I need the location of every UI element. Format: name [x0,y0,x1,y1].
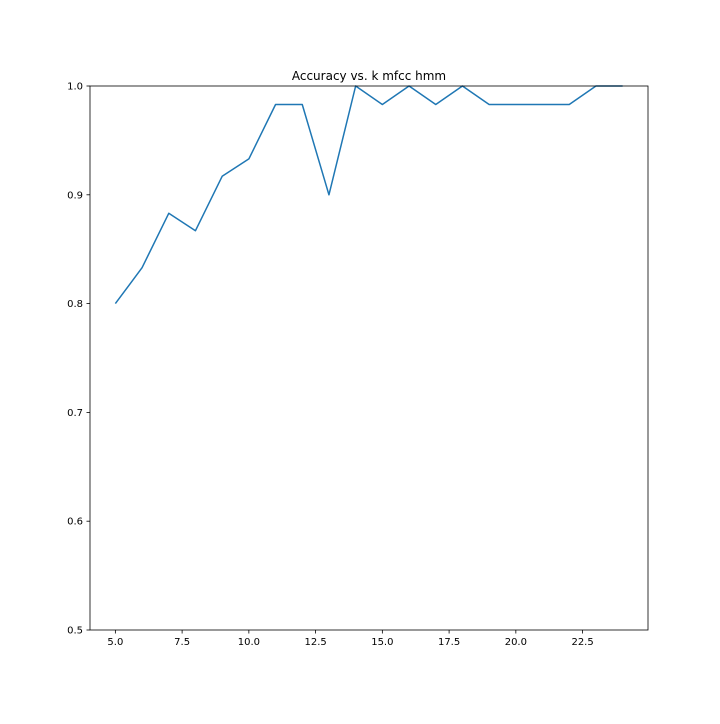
x-tick-label: 5.0 [107,637,123,648]
x-tick-label: 22.5 [571,637,593,648]
chart-title: Accuracy vs. k mfcc hmm [292,69,446,83]
y-tick-label: 0.7 [67,408,83,419]
x-tick-label: 20.0 [505,637,527,648]
x-tick-label: 15.0 [371,637,393,648]
x-tick-label: 10.0 [238,637,260,648]
x-tick-label: 12.5 [304,637,326,648]
x-tick-label: 17.5 [438,637,460,648]
y-tick-label: 0.9 [67,190,83,201]
y-tick-label: 0.8 [67,299,83,310]
y-tick-label: 0.5 [67,626,83,637]
y-tick-label: 0.6 [67,517,83,528]
y-tick-label: 1.0 [67,82,83,93]
x-tick-label: 7.5 [174,637,190,648]
